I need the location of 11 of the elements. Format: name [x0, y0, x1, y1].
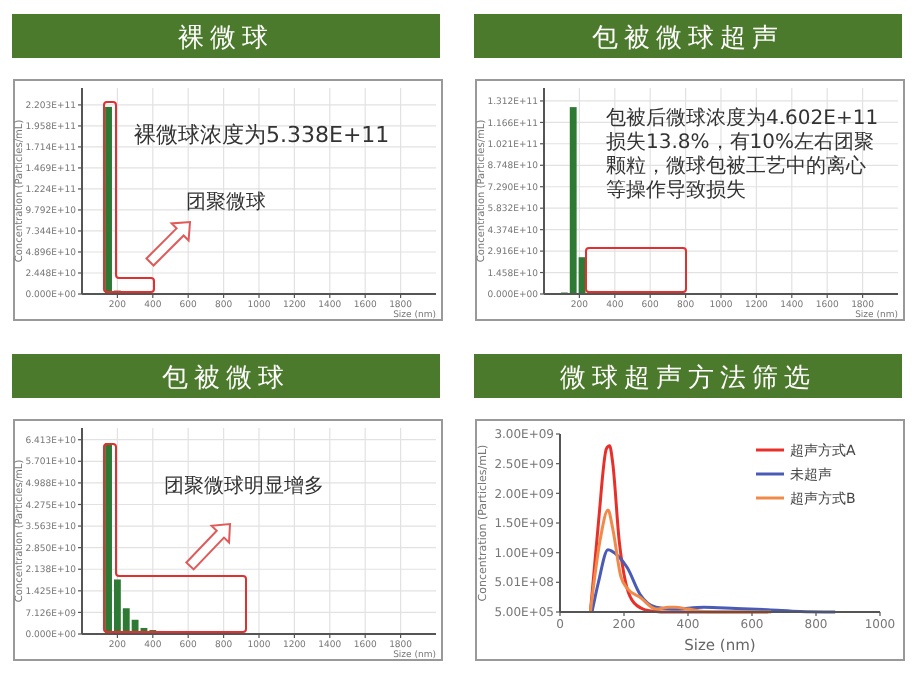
chart-title: 包被微球	[162, 364, 290, 394]
chart-title: 包被微球超声	[592, 24, 784, 54]
annotation: 等操作导致损失	[606, 178, 746, 202]
annotation: 颗粒，微球包被工艺中的离心	[606, 154, 866, 178]
annotation: 包被后微球浓度为4.602E+11	[606, 106, 879, 130]
chart-title: 微球超声方法筛选	[560, 362, 816, 394]
annotation: 损失13.8%，有10%左右团聚	[606, 130, 874, 154]
annotation: 团聚微球明显增多	[164, 474, 324, 498]
chart-title: 裸微球	[178, 24, 274, 54]
annotation: 团聚微球	[186, 190, 266, 214]
annotation: 裸微球浓度为5.338E+11	[134, 122, 390, 148]
